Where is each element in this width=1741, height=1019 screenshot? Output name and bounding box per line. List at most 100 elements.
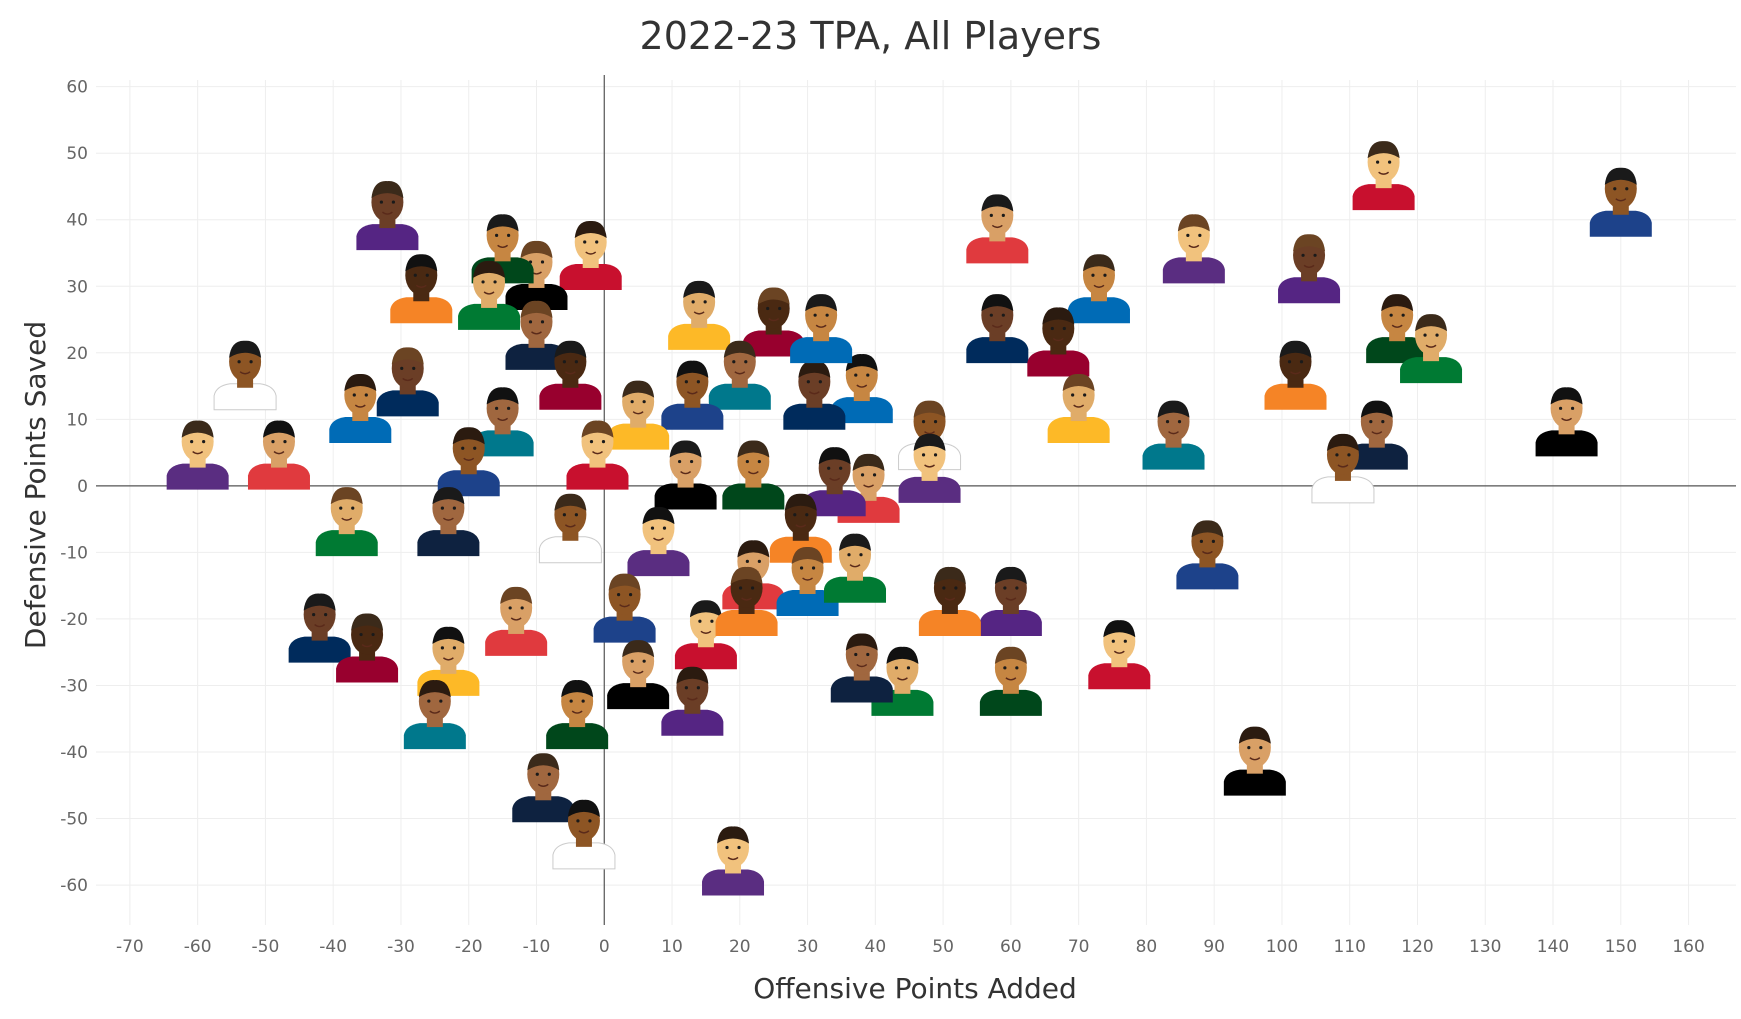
- x-tick-label: 20: [729, 937, 751, 957]
- player-marker: [1176, 520, 1239, 590]
- x-tick-label: -70: [116, 937, 144, 957]
- y-tick-label: 10: [66, 410, 88, 430]
- player-marker: [1535, 387, 1598, 457]
- x-tick-label: 40: [865, 937, 887, 957]
- x-tick-label: 100: [1266, 937, 1298, 957]
- player-marker: [830, 633, 893, 703]
- y-axis-title: Defensive Points Saved: [19, 321, 52, 649]
- player-marker: [1067, 254, 1130, 324]
- player-marker: [715, 566, 778, 636]
- x-tick-label: 70: [1068, 937, 1090, 957]
- player-marker: [661, 666, 724, 736]
- player-marker: [1027, 307, 1090, 377]
- player-marker: [552, 799, 616, 870]
- player-marker: [1311, 433, 1375, 504]
- y-tick-label: -40: [60, 743, 88, 763]
- player-marker: [722, 440, 785, 510]
- player-marker: [607, 380, 670, 450]
- y-tick-label: -10: [60, 543, 88, 563]
- x-tick-label: -40: [319, 937, 347, 957]
- player-marker: [538, 493, 602, 564]
- x-tick-label: 90: [1203, 937, 1225, 957]
- player-marker: [593, 573, 656, 643]
- x-axis-title: Offensive Points Added: [753, 972, 1077, 1005]
- player-marker: [247, 420, 310, 490]
- player-marker: [783, 360, 846, 430]
- x-tick-label: 0: [599, 937, 610, 957]
- player-marker: [512, 753, 575, 823]
- player-marker: [1047, 373, 1110, 444]
- player-marker: [708, 340, 771, 410]
- player-marker: [336, 613, 399, 683]
- chart-title: 2022-23 TPA, All Players: [639, 14, 1102, 58]
- x-tick-label: 150: [1605, 937, 1637, 957]
- y-tick-label: -20: [60, 610, 88, 630]
- player-marker: [417, 487, 480, 557]
- y-tick-label: -60: [60, 876, 88, 896]
- y-tick-label: 0: [77, 477, 88, 497]
- player-marker: [979, 646, 1042, 716]
- y-tick-label: 60: [66, 78, 88, 98]
- player-marker: [315, 487, 378, 557]
- player-marker: [668, 280, 731, 350]
- player-marker: [166, 420, 229, 490]
- y-tick-label: 30: [66, 277, 88, 297]
- player-marker: [566, 420, 629, 490]
- player-marker: [702, 826, 765, 896]
- player-marker: [790, 294, 853, 364]
- player-marker: [329, 373, 392, 444]
- player-marker: [824, 533, 887, 603]
- player-marker: [1088, 620, 1151, 690]
- player-marker: [403, 680, 466, 750]
- x-tick-label: -50: [252, 937, 280, 957]
- player-marker: [213, 340, 277, 411]
- x-tick-label: 80: [1136, 937, 1158, 957]
- x-tick-label: -30: [387, 937, 415, 957]
- player-marker: [1278, 234, 1341, 304]
- player-marker: [1162, 214, 1225, 284]
- y-tick-label: -50: [60, 810, 88, 830]
- player-marker: [654, 440, 717, 510]
- player-marker: [559, 220, 622, 290]
- x-tick-label: 140: [1537, 937, 1569, 957]
- player-marker: [1589, 167, 1652, 237]
- y-tick-label: 20: [66, 344, 88, 364]
- x-tick-label: 120: [1401, 937, 1433, 957]
- player-marker: [898, 433, 961, 503]
- player-marker: [1366, 294, 1429, 364]
- player-marker: [607, 640, 670, 710]
- x-tick-label: 110: [1333, 937, 1365, 957]
- player-marker: [356, 181, 419, 251]
- player-marker: [1352, 141, 1415, 211]
- player-marker: [1142, 400, 1205, 470]
- player-marker: [803, 447, 866, 517]
- player-marker: [1264, 340, 1327, 410]
- player-marker: [674, 600, 737, 670]
- player-marker: [742, 287, 805, 357]
- player-marker: [1345, 400, 1408, 470]
- player-marker: [417, 626, 480, 696]
- x-tick-labels: -70 -60 -50 -40 -30 -20 -10 0 10 20 30 40 50 60 70 80 90…: [116, 937, 1705, 957]
- player-marker: [1400, 314, 1463, 384]
- player-marker: [966, 194, 1029, 264]
- player-marker: [546, 680, 609, 750]
- x-tick-label: 160: [1672, 937, 1704, 957]
- player-marker: [966, 294, 1029, 364]
- player-marker: [627, 507, 690, 577]
- player-marker: [471, 387, 534, 457]
- y-tick-label: 50: [66, 144, 88, 164]
- player-marker: [505, 300, 568, 370]
- x-tick-label: 130: [1469, 937, 1501, 957]
- y-tick-label: -30: [60, 676, 88, 696]
- player-marker: [830, 354, 893, 424]
- player-marker: [918, 566, 981, 636]
- x-tick-label: 60: [1000, 937, 1022, 957]
- x-tick-label: 10: [661, 937, 683, 957]
- x-tick-label: 30: [797, 937, 819, 957]
- x-tick-label: 50: [932, 937, 954, 957]
- player-marker: [458, 260, 521, 330]
- player-marker: [979, 566, 1042, 636]
- player-markers: [166, 141, 1652, 896]
- x-tick-label: -60: [184, 937, 212, 957]
